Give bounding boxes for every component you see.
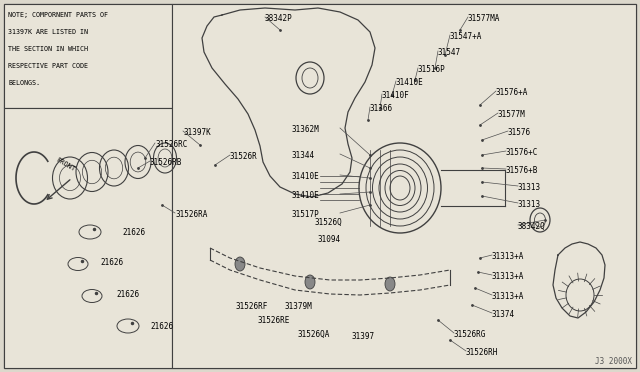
Text: 31410E: 31410E <box>396 78 424 87</box>
Text: 31576+B: 31576+B <box>506 166 538 175</box>
Text: 31374: 31374 <box>492 310 515 319</box>
Bar <box>4 108 172 368</box>
Text: 21626: 21626 <box>122 228 145 237</box>
Text: 38342P: 38342P <box>265 14 292 23</box>
Bar <box>172 4 636 368</box>
Text: RESPECTIVE PART CODE: RESPECTIVE PART CODE <box>8 63 88 69</box>
Text: 31526RA: 31526RA <box>175 210 207 219</box>
Text: 31526RC: 31526RC <box>155 140 188 149</box>
Text: 31313+A: 31313+A <box>492 252 524 261</box>
Text: 31397K: 31397K <box>183 128 211 137</box>
Text: 21626: 21626 <box>116 290 139 299</box>
Text: 31313+A: 31313+A <box>492 292 524 301</box>
Text: 31526RE: 31526RE <box>258 316 291 325</box>
Text: THE SECTION IN WHICH: THE SECTION IN WHICH <box>8 46 88 52</box>
Text: 31577MA: 31577MA <box>468 14 500 23</box>
Text: NOTE; COMPORNENT PARTS OF: NOTE; COMPORNENT PARTS OF <box>8 12 108 18</box>
Text: 31577M: 31577M <box>498 110 525 119</box>
Text: 31526RB: 31526RB <box>150 158 182 167</box>
Text: 31576: 31576 <box>508 128 531 137</box>
Text: FRONT: FRONT <box>55 156 76 172</box>
Text: 31366: 31366 <box>370 104 393 113</box>
Text: 31526RF: 31526RF <box>236 302 268 311</box>
Text: BELONGS.: BELONGS. <box>8 80 40 86</box>
Text: 31547+A: 31547+A <box>450 32 483 41</box>
Text: 31397: 31397 <box>352 332 375 341</box>
Text: 31410F: 31410F <box>382 91 410 100</box>
Text: 31576+A: 31576+A <box>496 88 529 97</box>
Text: 31362M: 31362M <box>292 125 320 134</box>
Text: 31313: 31313 <box>518 183 541 192</box>
Text: 31526Q: 31526Q <box>315 218 343 227</box>
Text: J3 2000X: J3 2000X <box>595 357 632 366</box>
Text: 38342Q: 38342Q <box>518 222 546 231</box>
Text: 31526RG: 31526RG <box>454 330 486 339</box>
Text: 31410E: 31410E <box>292 191 320 200</box>
Text: 31094: 31094 <box>318 235 341 244</box>
Ellipse shape <box>235 257 245 271</box>
Text: 31379M: 31379M <box>285 302 313 311</box>
Text: 31526RH: 31526RH <box>466 348 499 357</box>
Ellipse shape <box>385 277 395 291</box>
Text: 31397K ARE LISTED IN: 31397K ARE LISTED IN <box>8 29 88 35</box>
Text: 31526QA: 31526QA <box>298 330 330 339</box>
Text: 31344: 31344 <box>292 151 315 160</box>
Text: 31517P: 31517P <box>292 210 320 219</box>
Ellipse shape <box>305 275 315 289</box>
Text: 21626: 21626 <box>150 322 173 331</box>
Text: 31547: 31547 <box>438 48 461 57</box>
Bar <box>4 4 172 108</box>
Text: 31576+C: 31576+C <box>506 148 538 157</box>
Text: 31526R: 31526R <box>230 152 258 161</box>
Text: 31410E: 31410E <box>292 172 320 181</box>
Text: 31313+A: 31313+A <box>492 272 524 281</box>
Text: 31313: 31313 <box>518 200 541 209</box>
Text: 31516P: 31516P <box>418 65 445 74</box>
Text: 21626: 21626 <box>100 258 123 267</box>
